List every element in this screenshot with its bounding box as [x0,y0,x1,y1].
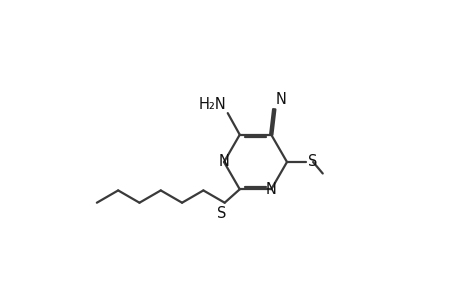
Text: N: N [265,182,276,197]
Text: S: S [308,154,317,169]
Text: S: S [217,206,226,221]
Text: N: N [218,154,229,169]
Text: H₂N: H₂N [198,97,226,112]
Text: N: N [275,92,286,107]
